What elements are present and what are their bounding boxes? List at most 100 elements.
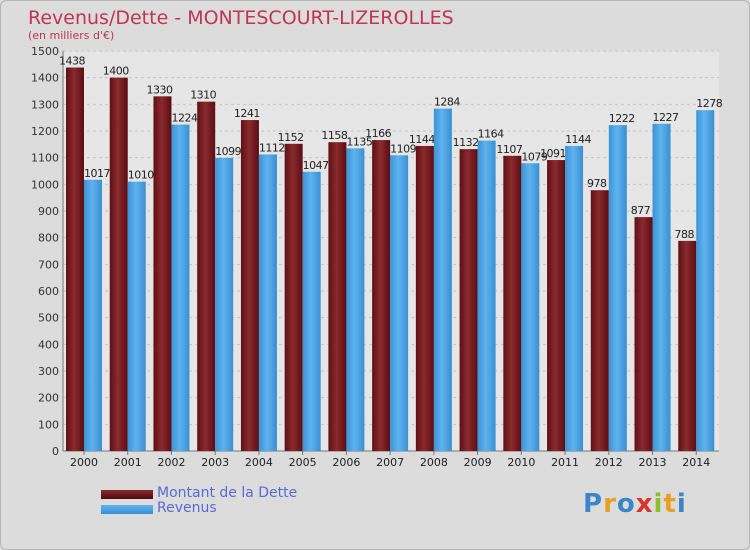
bar-dette [240, 120, 259, 452]
bar-dette [109, 77, 128, 452]
bar-dette [197, 101, 216, 452]
x-tick-label: 2007 [376, 456, 404, 469]
x-tick-label: 2003 [201, 456, 229, 469]
y-tick-label: 600 [38, 285, 59, 298]
y-tick-label: 0 [52, 445, 59, 458]
x-tick-label: 2010 [507, 456, 535, 469]
x-tick-label: 2005 [289, 456, 317, 469]
bar-revenus [171, 124, 190, 451]
y-tick-label: 1100 [31, 152, 59, 165]
bar-dette [66, 67, 84, 452]
data-label: 1222 [609, 112, 635, 125]
data-label: 1132 [453, 136, 479, 149]
x-tick-label: 2013 [639, 456, 667, 469]
logo-letter: t [663, 489, 677, 519]
bar-revenus [652, 123, 671, 452]
data-label: 1135 [346, 135, 372, 148]
bar-dette [153, 96, 172, 451]
bar-dette [547, 160, 566, 452]
chart-title: Revenus/Dette - MONTESCOURT-LIZEROLLES [28, 7, 454, 29]
data-label: 1091 [540, 147, 566, 160]
bar-dette [328, 142, 347, 451]
y-tick-label: 200 [38, 392, 59, 405]
x-tick-label: 2002 [157, 456, 185, 469]
bar-revenus [521, 163, 540, 451]
logo-letter: o [616, 489, 636, 519]
y-tick-label: 1400 [31, 72, 59, 85]
x-tick-label: 2001 [114, 456, 142, 469]
data-label: 1017 [84, 167, 110, 180]
data-label: 1112 [259, 141, 285, 154]
data-label: 1438 [59, 55, 85, 68]
bar-revenus [215, 157, 234, 451]
logo-letter: P [583, 489, 604, 519]
y-tick-label: 400 [38, 338, 59, 351]
logo-letter: i [653, 489, 664, 519]
bar-dette [678, 240, 697, 451]
bar-revenus [696, 110, 715, 451]
data-label: 1284 [434, 96, 460, 109]
bar-dette [284, 143, 303, 452]
data-label: 1164 [478, 128, 504, 141]
bar-dette [503, 155, 522, 452]
data-label: 1144 [565, 133, 591, 146]
data-label: 1144 [409, 133, 435, 146]
logo-letter: i [676, 489, 687, 519]
data-label: 1047 [303, 159, 329, 172]
y-tick-label: 1000 [31, 178, 59, 191]
bar-dette [459, 149, 478, 451]
bar-revenus [127, 181, 146, 451]
proxiti-logo: Proxiti [583, 489, 687, 519]
data-label: 1107 [496, 143, 522, 156]
data-label: 1158 [321, 129, 347, 142]
x-tick-label: 2000 [70, 456, 98, 469]
bar-dette [634, 217, 653, 451]
legend-swatch-revenus [101, 505, 153, 514]
logo-letter: r [603, 489, 617, 519]
chart-subtitle: (en milliers d'€) [28, 29, 115, 42]
x-tick-label: 2009 [464, 456, 492, 469]
bar-revenus [565, 145, 584, 451]
x-tick-label: 2006 [332, 456, 360, 469]
y-tick-label: 1300 [31, 98, 59, 111]
data-label: 1079 [521, 150, 547, 163]
y-tick-label: 700 [38, 258, 59, 271]
bar-revenus [346, 148, 365, 452]
logo-letter: x [635, 489, 654, 519]
x-tick-label: 2004 [245, 456, 273, 469]
data-label: 1227 [653, 111, 679, 124]
bar-revenus [84, 179, 102, 452]
y-tick-label: 1500 [31, 45, 59, 58]
data-label: 1109 [390, 142, 416, 155]
data-label: 1278 [696, 97, 722, 110]
x-tick-label: 2008 [420, 456, 448, 469]
x-tick-label: 2011 [551, 456, 579, 469]
data-label: 1224 [171, 112, 197, 125]
y-tick-label: 100 [38, 418, 59, 431]
data-label: 1241 [234, 107, 260, 120]
bar-revenus [608, 125, 627, 451]
bar-revenus [390, 155, 409, 451]
legend-item-revenus: Revenus [101, 500, 401, 516]
y-tick-label: 900 [38, 205, 59, 218]
bar-revenus [433, 108, 452, 451]
y-tick-label: 800 [38, 232, 59, 245]
data-label: 1152 [278, 131, 304, 144]
y-tick-label: 300 [38, 365, 59, 378]
bar-revenus [258, 154, 277, 451]
x-tick-label: 2014 [682, 456, 710, 469]
bar-revenus [477, 140, 496, 451]
bar-dette [415, 145, 434, 451]
data-label: 978 [587, 177, 607, 190]
data-label: 1310 [190, 89, 216, 102]
data-label: 788 [675, 228, 695, 241]
data-label: 877 [631, 204, 651, 217]
legend-item-dette: Montant de la Dette [101, 485, 401, 501]
legend-label-revenus: Revenus [157, 500, 217, 516]
data-label: 1400 [103, 65, 129, 78]
data-label: 1010 [128, 169, 154, 182]
x-tick-label: 2012 [595, 456, 623, 469]
bar-dette [590, 190, 609, 451]
y-tick-label: 500 [38, 312, 59, 325]
